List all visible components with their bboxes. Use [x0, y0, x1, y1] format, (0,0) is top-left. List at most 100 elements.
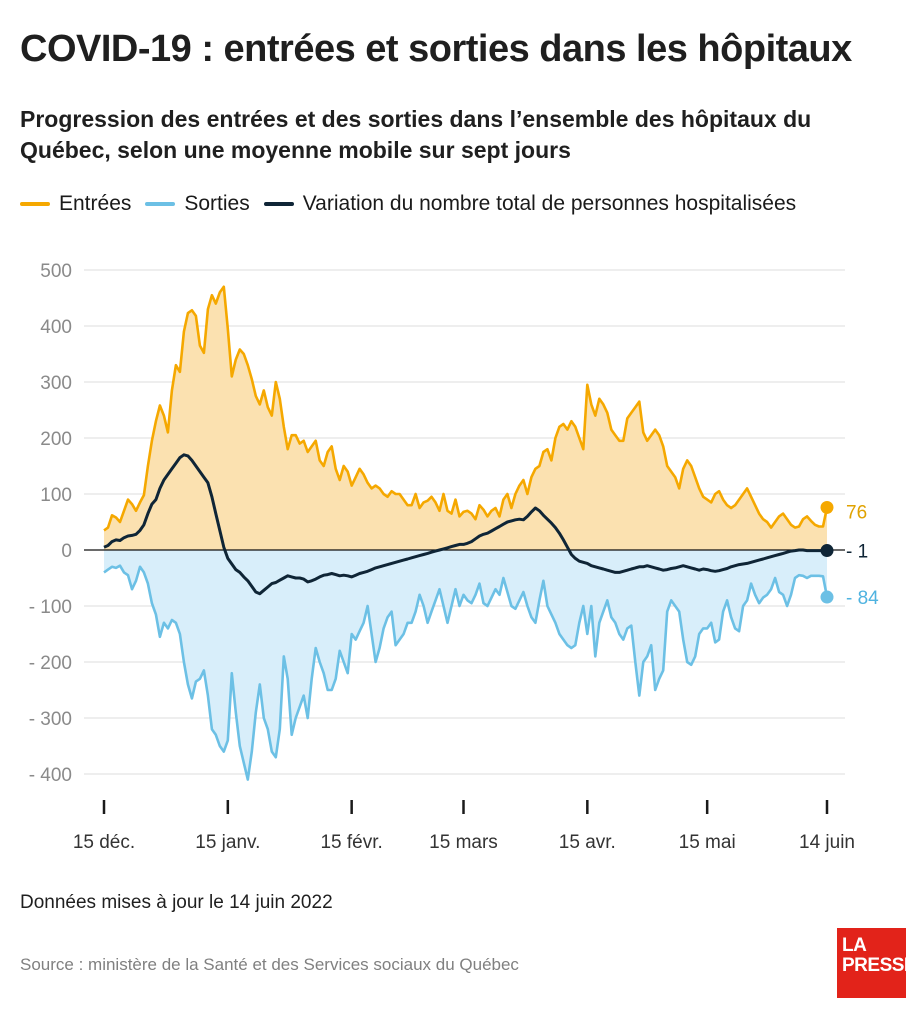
data-point-entries-93 — [475, 518, 477, 520]
data-point-exits-171 — [786, 605, 788, 607]
data-point-exits-71 — [387, 616, 389, 618]
data-point-variation-92 — [471, 541, 473, 543]
data-point-entries-20 — [183, 331, 185, 333]
data-point-variation-152 — [710, 570, 712, 572]
data-point-entries-46 — [287, 448, 289, 450]
data-point-exits-148 — [694, 656, 696, 658]
data-point-variation-73 — [395, 562, 397, 564]
data-point-entries-79 — [419, 507, 421, 509]
data-point-exits-39 — [259, 684, 261, 686]
x-tick-label-1: 15 janv. — [195, 832, 260, 853]
data-point-entries-155 — [722, 499, 724, 501]
legend-swatch-variation — [263, 202, 294, 206]
data-point-variation-133 — [635, 567, 637, 569]
data-point-variation-119 — [579, 560, 581, 562]
data-point-variation-24 — [199, 471, 201, 473]
data-point-exits-168 — [774, 577, 776, 579]
data-point-entries-32 — [231, 376, 233, 378]
data-point-exits-126 — [607, 600, 609, 602]
data-point-exits-64 — [359, 630, 361, 632]
data-point-entries-163 — [754, 504, 756, 506]
data-point-exits-91 — [467, 600, 469, 602]
data-point-variation-64 — [359, 573, 361, 575]
data-point-variation-139 — [658, 568, 660, 570]
data-point-variation-168 — [774, 555, 776, 557]
data-point-variation-135 — [643, 566, 645, 568]
data-point-exits-132 — [631, 625, 633, 627]
y-tick-label-0: 500 — [40, 261, 72, 282]
end-marker-variation — [820, 544, 834, 558]
data-point-variation-8 — [135, 534, 137, 536]
data-point-exits-178 — [814, 575, 816, 577]
data-point-variation-42 — [271, 583, 273, 585]
data-point-entries-26 — [207, 308, 209, 310]
data-point-entries-166 — [766, 521, 768, 523]
data-point-entries-99 — [499, 516, 501, 518]
data-point-exits-43 — [275, 756, 277, 758]
data-point-entries-7 — [131, 503, 133, 505]
data-point-variation-84 — [439, 549, 441, 551]
data-point-exits-60 — [343, 661, 345, 663]
data-point-variation-13 — [155, 499, 157, 501]
data-point-exits-104 — [519, 600, 521, 602]
data-point-variation-36 — [247, 580, 249, 582]
data-point-entries-180 — [822, 526, 824, 528]
series-entries-line — [103, 285, 829, 532]
data-point-variation-159 — [738, 564, 740, 566]
data-point-variation-103 — [515, 519, 517, 521]
data-point-exits-29 — [219, 745, 221, 747]
data-point-variation-145 — [682, 565, 684, 567]
data-point-entries-70 — [383, 493, 385, 495]
data-point-entries-117 — [571, 420, 573, 422]
data-point-entries-24 — [199, 345, 201, 347]
data-point-exits-98 — [495, 588, 497, 590]
data-point-variation-138 — [654, 567, 656, 569]
data-point-exits-170 — [782, 594, 784, 596]
data-point-entries-179 — [818, 526, 820, 528]
data-point-exits-30 — [223, 751, 225, 753]
y-tick-label-9: - 400 — [29, 765, 72, 786]
data-point-entries-154 — [718, 490, 720, 492]
data-point-entries-83 — [435, 502, 437, 504]
data-point-variation-31 — [227, 558, 229, 560]
data-point-variation-102 — [511, 520, 513, 522]
data-point-entries-47 — [291, 434, 293, 436]
data-point-entries-131 — [627, 418, 629, 420]
data-point-entries-111 — [547, 448, 549, 450]
data-point-exits-129 — [619, 633, 621, 635]
data-point-exits-167 — [770, 588, 772, 590]
data-point-exits-70 — [383, 628, 385, 630]
data-point-exits-3 — [115, 567, 117, 569]
data-point-entries-147 — [690, 465, 692, 467]
data-point-variation-23 — [195, 465, 197, 467]
data-point-variation-19 — [179, 457, 181, 459]
legend-label-exits: Sorties — [184, 192, 250, 215]
data-point-exits-112 — [551, 614, 553, 616]
data-point-variation-113 — [555, 527, 557, 529]
data-point-entries-27 — [211, 294, 213, 296]
data-point-exits-106 — [527, 605, 529, 607]
data-point-exits-175 — [802, 575, 804, 577]
data-point-entries-62 — [351, 485, 353, 487]
data-point-entries-149 — [698, 488, 700, 490]
data-point-exits-23 — [195, 681, 197, 683]
data-point-variation-1 — [107, 545, 109, 547]
data-point-variation-114 — [559, 532, 561, 534]
data-point-entries-33 — [235, 359, 237, 361]
data-point-entries-169 — [778, 516, 780, 518]
data-point-exits-154 — [718, 639, 720, 641]
data-point-exits-114 — [559, 633, 561, 635]
data-point-exits-13 — [155, 614, 157, 616]
data-point-variation-150 — [702, 568, 704, 570]
data-point-variation-41 — [267, 586, 269, 588]
data-point-entries-113 — [555, 437, 557, 439]
end-label-exits: - 84 — [846, 588, 879, 609]
data-point-variation-30 — [223, 546, 225, 548]
data-point-entries-58 — [335, 468, 337, 470]
data-point-exits-177 — [810, 575, 812, 577]
data-point-exits-119 — [579, 622, 581, 624]
data-point-variation-142 — [670, 568, 672, 570]
data-point-entries-128 — [615, 434, 617, 436]
x-tick-label-3: 15 mars — [429, 832, 498, 853]
data-point-variation-90 — [463, 544, 465, 546]
